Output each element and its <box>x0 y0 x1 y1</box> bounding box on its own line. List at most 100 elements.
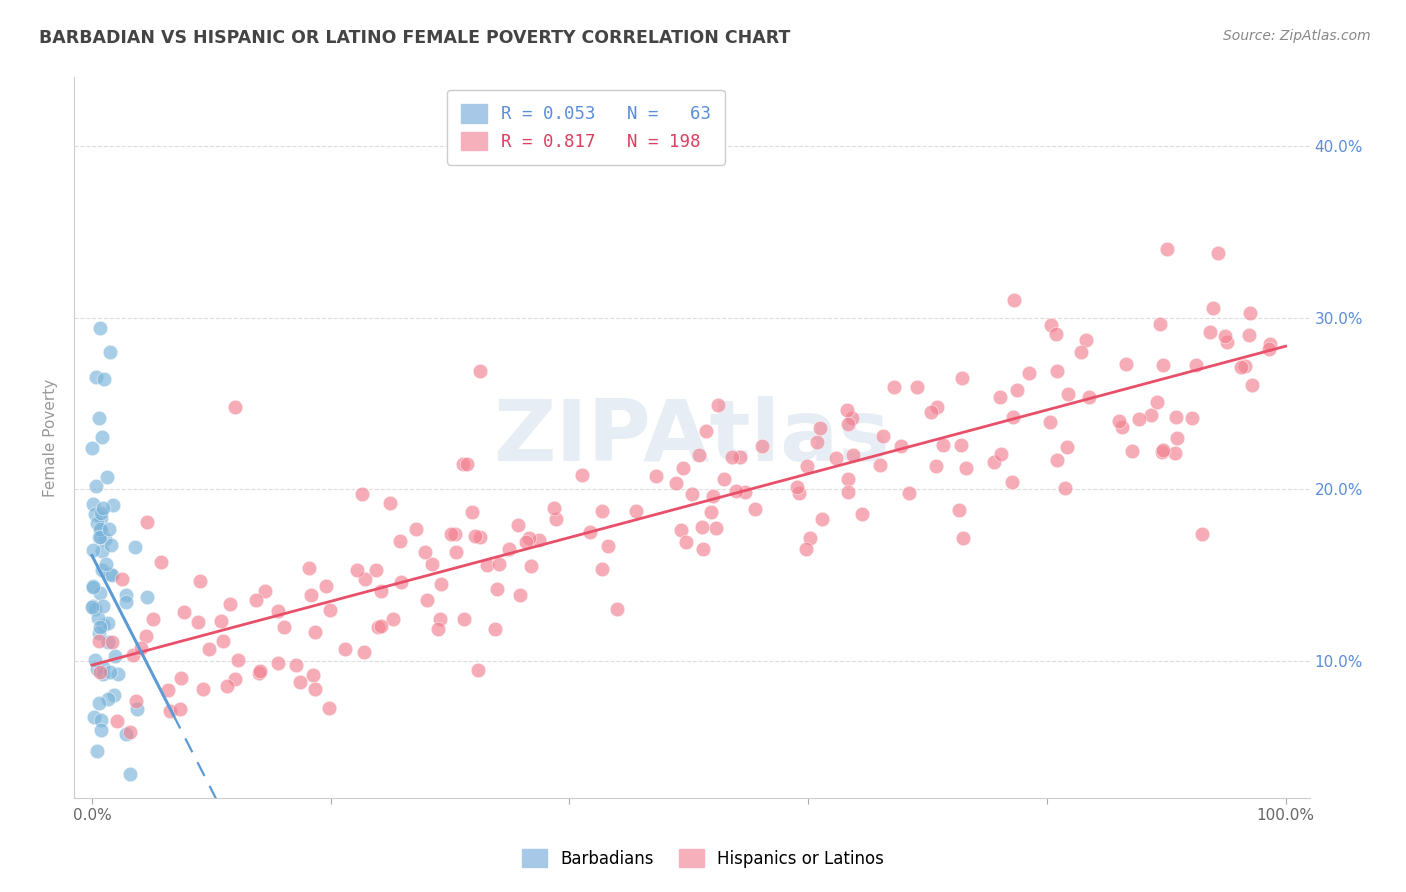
Point <box>87 611 110 625</box>
Point <box>606 601 628 615</box>
Point <box>90 544 112 558</box>
Point <box>869 458 891 472</box>
Point <box>1115 357 1137 371</box>
Point <box>702 489 724 503</box>
Point <box>1054 481 1077 495</box>
Point <box>440 526 463 541</box>
Point <box>169 701 191 715</box>
Point <box>319 603 342 617</box>
Point <box>93 372 115 386</box>
Point <box>626 504 648 518</box>
Point <box>1164 445 1187 459</box>
Point <box>91 501 114 516</box>
Point <box>89 321 111 335</box>
Point <box>135 590 157 604</box>
Point <box>224 401 246 415</box>
Point <box>955 461 977 475</box>
Point <box>82 542 104 557</box>
Point <box>1206 245 1229 260</box>
Point <box>90 511 112 525</box>
Point <box>1005 383 1028 397</box>
Y-axis label: Female Poverty: Female Poverty <box>44 378 58 497</box>
Point <box>1257 343 1279 357</box>
Point <box>734 485 756 500</box>
Point <box>84 479 107 493</box>
Point <box>671 523 693 537</box>
Point <box>187 615 209 629</box>
Point <box>837 417 859 431</box>
Point <box>87 530 110 544</box>
Point <box>728 450 751 465</box>
Point <box>159 704 181 718</box>
Point <box>83 653 105 667</box>
Legend: Barbadians, Hispanics or Latinos: Barbadians, Hispanics or Latinos <box>510 838 896 880</box>
Point <box>247 666 270 681</box>
Point <box>87 696 110 710</box>
Point <box>688 448 710 462</box>
Point <box>1038 415 1060 429</box>
Text: BARBADIAN VS HISPANIC OR LATINO FEMALE POVERTY CORRELATION CHART: BARBADIAN VS HISPANIC OR LATINO FEMALE P… <box>39 29 790 46</box>
Point <box>787 486 810 500</box>
Point <box>118 725 141 739</box>
Point <box>82 441 104 455</box>
Point <box>104 648 127 663</box>
Point <box>1213 328 1236 343</box>
Point <box>451 457 474 471</box>
Point <box>188 574 211 588</box>
Point <box>100 538 122 552</box>
Point <box>389 575 412 590</box>
Point <box>103 688 125 702</box>
Point <box>304 682 326 697</box>
Point <box>920 405 942 419</box>
Point <box>318 700 340 714</box>
Point <box>224 672 246 686</box>
Point <box>591 561 613 575</box>
Point <box>1070 344 1092 359</box>
Point <box>484 622 506 636</box>
Point <box>700 505 723 519</box>
Point <box>105 714 128 729</box>
Point <box>897 485 920 500</box>
Point <box>122 648 145 663</box>
Point <box>1184 358 1206 372</box>
Point <box>786 480 808 494</box>
Point <box>543 500 565 515</box>
Point <box>842 448 865 462</box>
Point <box>98 522 121 536</box>
Point <box>841 410 863 425</box>
Point <box>1202 301 1225 315</box>
Point <box>808 420 831 434</box>
Point <box>1121 443 1143 458</box>
Point <box>98 345 121 359</box>
Point <box>579 525 602 540</box>
Point <box>591 504 613 518</box>
Point <box>498 542 520 557</box>
Point <box>1074 333 1097 347</box>
Point <box>94 532 117 546</box>
Point <box>948 502 970 516</box>
Point <box>456 457 478 471</box>
Point <box>90 506 112 520</box>
Point <box>690 520 713 534</box>
Point <box>90 563 112 577</box>
Point <box>1166 431 1188 445</box>
Point <box>353 645 375 659</box>
Point <box>80 600 103 615</box>
Point <box>91 667 114 681</box>
Point <box>115 727 138 741</box>
Point <box>799 531 821 545</box>
Point <box>1057 387 1080 401</box>
Point <box>346 563 368 577</box>
Point <box>1239 328 1261 343</box>
Point <box>1128 412 1150 426</box>
Point <box>125 702 148 716</box>
Point <box>467 663 489 677</box>
Point <box>89 586 111 600</box>
Point <box>101 568 124 582</box>
Point <box>707 398 730 412</box>
Point <box>704 520 727 534</box>
Point <box>129 640 152 655</box>
Point <box>150 556 173 570</box>
Point <box>120 767 142 781</box>
Point <box>1045 326 1067 341</box>
